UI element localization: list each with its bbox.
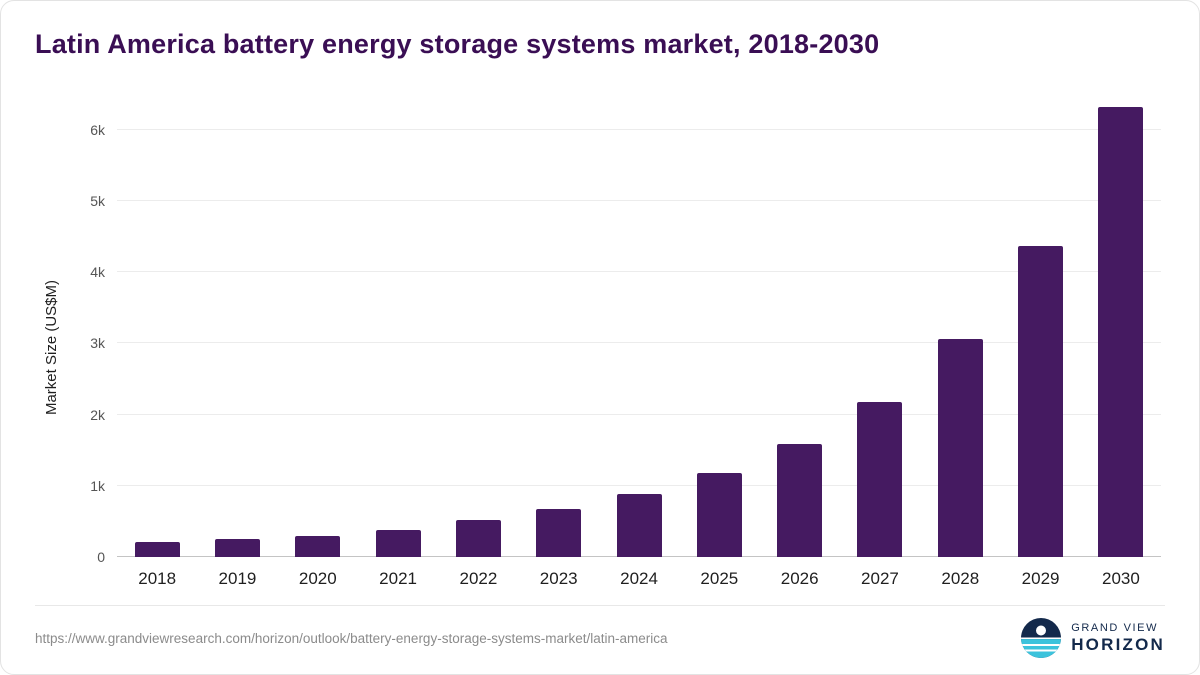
footer: https://www.grandviewresearch.com/horizo… xyxy=(35,605,1165,674)
bar-2018 xyxy=(134,542,180,557)
gridline-6k xyxy=(117,128,1161,130)
bar-column-2026 xyxy=(760,94,840,557)
gridline-2k xyxy=(117,413,1161,415)
x-tick-2023: 2023 xyxy=(539,569,578,588)
bar-column-2022 xyxy=(438,94,518,557)
y-axis-title: Market Size (US$M) xyxy=(35,94,67,601)
bar-column-2020 xyxy=(278,94,358,557)
bar-2029 xyxy=(1018,245,1064,557)
y-tick-label-3k: 3k xyxy=(90,335,105,352)
gridline-1k xyxy=(117,484,1161,486)
x-tick-2030: 2030 xyxy=(1101,569,1140,588)
logo-line1: GRAND VIEW xyxy=(1071,621,1159,634)
brand-logo: GRAND VIEW HORIZON xyxy=(1021,618,1165,658)
bar-2024 xyxy=(616,493,662,557)
bar-column-2030 xyxy=(1081,94,1161,557)
x-tick-2021: 2021 xyxy=(379,569,417,588)
bar-2030 xyxy=(1098,106,1144,557)
x-tick-2025: 2025 xyxy=(700,569,739,588)
x-tick-2020: 2020 xyxy=(298,569,337,588)
bars-container xyxy=(117,94,1161,557)
bar-column-2027 xyxy=(840,94,920,557)
bar-chart: Market Size (US$M) 0 1k 2k 3k 4k 5k 6k 2018 201… xyxy=(35,94,1165,601)
plot-area: 0 1k 2k 3k 4k 5k 6k xyxy=(90,94,1161,565)
x-tick-2019: 2019 xyxy=(218,569,257,588)
bar-2027 xyxy=(857,401,903,557)
bar-2019 xyxy=(214,539,260,557)
x-tick-2024: 2024 xyxy=(620,569,658,588)
bar-column-2024 xyxy=(599,94,679,557)
bar-2025 xyxy=(696,472,742,557)
x-tick-2018: 2018 xyxy=(138,569,177,588)
logo-text: GRAND VIEW HORIZON xyxy=(1071,622,1165,654)
y-tick-label-6k: 6k xyxy=(90,121,105,138)
y-tick-label-1k: 1k xyxy=(90,477,105,494)
bar-2022 xyxy=(455,519,501,557)
bar-2021 xyxy=(375,529,421,557)
gridline-5k xyxy=(117,199,1161,201)
bar-2020 xyxy=(295,535,341,557)
gridline-4k xyxy=(117,271,1161,273)
bar-2028 xyxy=(937,339,983,557)
bar-column-2021 xyxy=(358,94,438,557)
bar-column-2023 xyxy=(519,94,599,557)
x-tick-2022: 2022 xyxy=(459,569,498,588)
bar-column-2028 xyxy=(920,94,1000,557)
y-tick-label-5k: 5k xyxy=(90,192,105,209)
y-axis-title-text: Market Size (US$M) xyxy=(42,279,60,416)
bar-column-2025 xyxy=(679,94,759,557)
horizon-logo-icon xyxy=(1021,618,1062,658)
y-tick-label-2k: 2k xyxy=(90,406,105,423)
x-tick-2026: 2026 xyxy=(780,569,819,588)
x-tick-2027: 2027 xyxy=(861,569,899,588)
chart-title: Latin America battery energy storage sys… xyxy=(35,29,880,59)
y-tick-label-4k: 4k xyxy=(90,264,105,281)
gridline-3k xyxy=(117,342,1161,344)
bar-column-2019 xyxy=(197,94,277,557)
bar-2023 xyxy=(536,509,582,557)
logo-line2: HORIZON xyxy=(1071,634,1165,654)
y-tick-label-0: 0 xyxy=(97,549,105,565)
bar-column-2018 xyxy=(117,94,197,557)
x-axis-labels: 2018 2019 2020 2021 2022 2023 2024 2025 2026 2027… xyxy=(117,557,1161,601)
source-url[interactable]: https://www.grandviewresearch.com/horizo… xyxy=(35,630,668,646)
x-tick-2029: 2029 xyxy=(1021,569,1060,588)
x-tick-2028: 2028 xyxy=(941,569,980,588)
bar-column-2029 xyxy=(1000,94,1080,557)
plot-region: 0 1k 2k 3k 4k 5k 6k 2018 2019 2020 2021 2022 2023 20… xyxy=(67,94,1161,601)
bar-2026 xyxy=(777,443,823,557)
